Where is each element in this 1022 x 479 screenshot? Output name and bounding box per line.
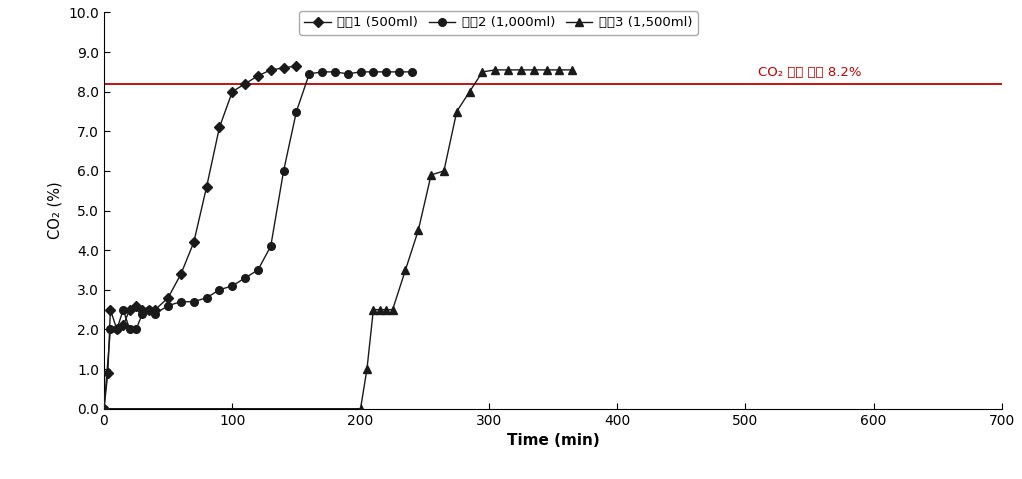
조건2 (1,000ml) [175, 299, 187, 305]
조건2 (1,000ml) [104, 327, 117, 332]
조건3 (1,500ml) [380, 307, 392, 312]
조건2 (1,000ml) [149, 311, 161, 317]
조건1 (500ml) [175, 271, 187, 277]
Legend: 조건1 (500ml), 조건2 (1,000ml), 조건3 (1,500ml): 조건1 (500ml), 조건2 (1,000ml), 조건3 (1,500ml… [299, 11, 698, 34]
조건1 (500ml) [226, 89, 238, 94]
조건3 (1,500ml) [400, 267, 412, 273]
조건3 (1,500ml) [374, 307, 386, 312]
조건2 (1,000ml) [214, 287, 226, 293]
조건2 (1,000ml) [188, 299, 200, 305]
조건2 (1,000ml) [251, 267, 264, 273]
조건2 (1,000ml) [124, 327, 136, 332]
조건3 (1,500ml) [553, 67, 565, 73]
조건2 (1,000ml) [98, 406, 110, 411]
조건1 (500ml) [130, 303, 142, 308]
Y-axis label: CO₂ (%): CO₂ (%) [48, 182, 62, 240]
조건3 (1,500ml) [425, 172, 437, 178]
조건2 (1,000ml) [304, 71, 316, 77]
조건2 (1,000ml) [406, 69, 418, 75]
조건2 (1,000ml) [329, 69, 341, 75]
조건3 (1,500ml) [437, 168, 450, 174]
조건2 (1,000ml) [355, 69, 367, 75]
조건1 (500ml) [118, 322, 130, 328]
조건2 (1,000ml) [226, 283, 238, 289]
조건1 (500ml) [251, 73, 264, 79]
조건3 (1,500ml) [476, 69, 489, 75]
조건2 (1,000ml) [130, 327, 142, 332]
조건2 (1,000ml) [239, 275, 251, 281]
조건3 (1,500ml) [566, 67, 578, 73]
Line: 조건3 (1,500ml): 조건3 (1,500ml) [100, 66, 576, 412]
조건2 (1,000ml) [277, 168, 289, 174]
조건1 (500ml) [136, 307, 148, 312]
조건1 (500ml) [214, 125, 226, 130]
조건1 (500ml) [104, 307, 117, 312]
조건2 (1,000ml) [143, 307, 155, 312]
조건3 (1,500ml) [527, 67, 540, 73]
조건1 (500ml) [102, 370, 114, 376]
조건1 (500ml) [200, 184, 213, 190]
조건2 (1,000ml) [367, 69, 379, 75]
조건3 (1,500ml) [515, 67, 527, 73]
조건3 (1,500ml) [361, 366, 373, 372]
조건1 (500ml) [143, 307, 155, 312]
조건1 (500ml) [124, 307, 136, 312]
조건2 (1,000ml) [162, 303, 175, 308]
조건1 (500ml) [149, 307, 161, 312]
조건3 (1,500ml) [463, 89, 475, 94]
조건3 (1,500ml) [502, 67, 514, 73]
조건1 (500ml) [290, 63, 303, 69]
조건1 (500ml) [265, 67, 277, 73]
조건1 (500ml) [188, 240, 200, 245]
조건2 (1,000ml) [265, 243, 277, 249]
Text: CO₂ 유입 농도 8.2%: CO₂ 유입 농도 8.2% [758, 66, 862, 79]
조건2 (1,000ml) [136, 311, 148, 317]
Line: 조건1 (500ml): 조건1 (500ml) [100, 62, 300, 412]
조건3 (1,500ml) [386, 307, 399, 312]
조건1 (500ml) [162, 295, 175, 301]
조건2 (1,000ml) [380, 69, 392, 75]
조건1 (500ml) [239, 81, 251, 87]
조건3 (1,500ml) [451, 109, 463, 114]
X-axis label: Time (min): Time (min) [507, 433, 599, 448]
조건2 (1,000ml) [316, 69, 328, 75]
Line: 조건2 (1,000ml): 조건2 (1,000ml) [100, 68, 416, 412]
조건1 (500ml) [98, 406, 110, 411]
조건3 (1,500ml) [98, 406, 110, 411]
조건2 (1,000ml) [341, 71, 354, 77]
조건2 (1,000ml) [110, 327, 123, 332]
조건2 (1,000ml) [290, 109, 303, 114]
조건1 (500ml) [277, 65, 289, 71]
조건3 (1,500ml) [541, 67, 553, 73]
조건2 (1,000ml) [200, 295, 213, 301]
조건3 (1,500ml) [367, 307, 379, 312]
조건3 (1,500ml) [412, 228, 424, 233]
조건1 (500ml) [110, 327, 123, 332]
조건2 (1,000ml) [118, 307, 130, 312]
조건2 (1,000ml) [392, 69, 405, 75]
조건3 (1,500ml) [355, 406, 367, 411]
조건3 (1,500ml) [490, 67, 502, 73]
